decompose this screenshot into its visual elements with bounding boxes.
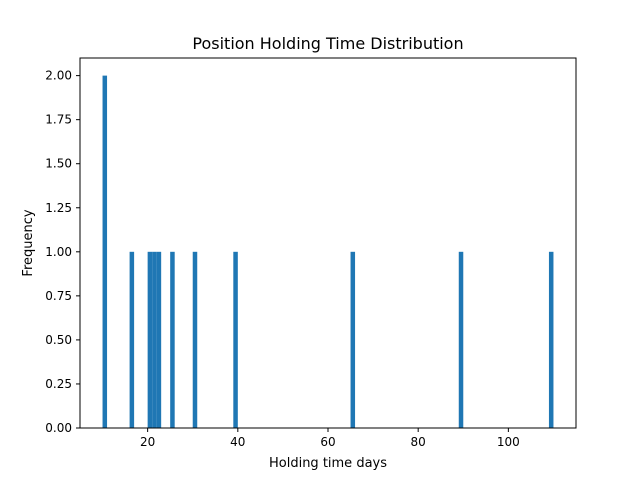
- histogram-bar: [156, 251, 162, 428]
- histogram-bar: [152, 251, 157, 428]
- y-axis-label: Frequency: [21, 209, 36, 276]
- y-tick-label: 0.00: [45, 421, 72, 435]
- y-tick-label: 1.75: [45, 113, 72, 127]
- x-tick-label: 80: [411, 435, 426, 449]
- chart-title: Position Holding Time Distribution: [192, 34, 463, 53]
- y-tick-label: 1.25: [45, 201, 72, 215]
- bars-group: [102, 75, 554, 428]
- x-tick-label: 100: [497, 435, 520, 449]
- y-tick-label: 0.75: [45, 289, 72, 303]
- y-tick-label: 1.50: [45, 157, 72, 171]
- y-tick-label: 2.00: [45, 69, 72, 83]
- y-tick-label: 0.50: [45, 333, 72, 347]
- x-tick-label: 60: [320, 435, 335, 449]
- y-axis: 0.00 0.25 0.50 0.75 1.00 1.25 1.50 1.75 2.00: [45, 69, 80, 435]
- x-tick-label: 40: [230, 435, 245, 449]
- histogram-bar: [233, 251, 238, 428]
- x-tick-label: 20: [140, 435, 155, 449]
- histogram-bar: [192, 251, 198, 428]
- histogram-bar: [350, 251, 356, 428]
- x-axis-label: Holding time days: [269, 456, 387, 471]
- histogram-bar: [548, 251, 554, 428]
- histogram-bar: [102, 75, 108, 428]
- y-tick-label: 0.25: [45, 377, 72, 391]
- histogram-bar: [147, 251, 153, 428]
- histogram-bar: [170, 251, 175, 428]
- histogram-bar: [458, 251, 464, 428]
- y-tick-label: 1.00: [45, 245, 72, 259]
- histogram-bar: [129, 251, 135, 428]
- x-axis: 20 40 60 80 100: [140, 428, 520, 449]
